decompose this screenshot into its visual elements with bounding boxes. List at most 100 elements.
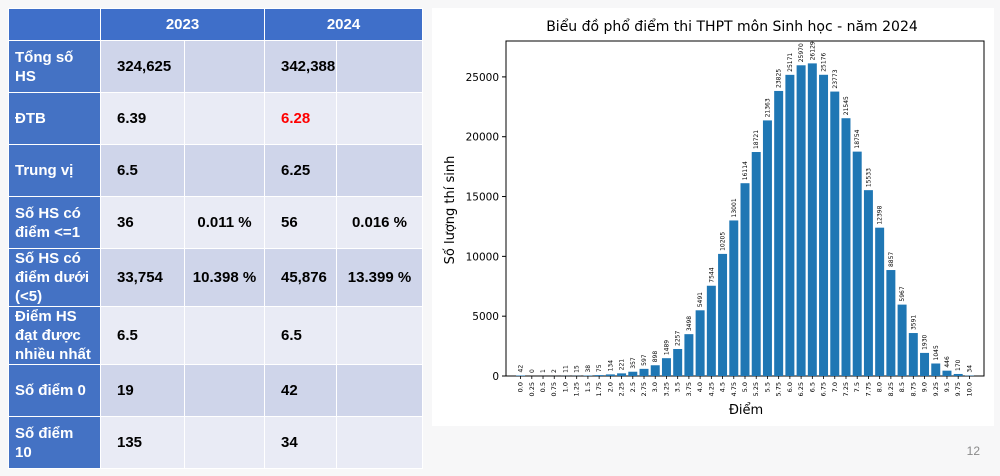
x-tick-label: 3.0 bbox=[651, 382, 659, 392]
table-row: Số điểm 10 135 34 bbox=[8, 416, 423, 469]
x-tick-label: 3.75 bbox=[685, 382, 693, 396]
x-tick-label: 4.25 bbox=[707, 382, 715, 396]
x-tick-label: 0.25 bbox=[528, 382, 536, 396]
row-label: Số HS có điểm dưới (<5) bbox=[8, 248, 101, 307]
row-label: Số điểm 0 bbox=[8, 364, 101, 417]
plot-area: 0 5000 10000 15000 20000 25000 42 0.0 0 0.25 1 0.5 2… bbox=[466, 40, 985, 396]
value-2023: 36 bbox=[100, 196, 185, 249]
x-tick-label: 5.5 bbox=[763, 382, 771, 392]
x-tick-label: 1.75 bbox=[595, 382, 603, 396]
percent-2024: 13.399 % bbox=[336, 248, 423, 307]
score-statistics-table: 2023 2024 Tổng số HS 324,625 342,388 ĐTB… bbox=[8, 8, 423, 469]
x-tick-label: 7.75 bbox=[864, 382, 872, 396]
bar-value-label: 5491 bbox=[697, 292, 704, 307]
bar bbox=[796, 65, 806, 376]
bar bbox=[875, 227, 885, 376]
table-row: Điểm HS đạt được nhiều nhất 6.5 6.5 bbox=[8, 306, 423, 365]
x-tick-label: 9.0 bbox=[921, 382, 929, 392]
bar-value-label: 18721 bbox=[753, 130, 760, 149]
table-row: Số HS có điểm dưới (<5) 33,754 10.398 % … bbox=[8, 248, 423, 307]
bar-value-label: 134 bbox=[607, 360, 614, 372]
bar bbox=[774, 90, 784, 376]
bar bbox=[650, 365, 660, 376]
bar-value-label: 357 bbox=[630, 357, 637, 369]
bar-value-label: 16114 bbox=[742, 161, 749, 180]
bar bbox=[762, 120, 772, 376]
bar bbox=[706, 285, 716, 376]
value-2024: 45,876 bbox=[264, 248, 337, 307]
value-2024: 342,388 bbox=[264, 40, 337, 93]
value-2023: 33,754 bbox=[100, 248, 185, 307]
x-tick-label: 6.25 bbox=[797, 382, 805, 396]
x-tick-label: 6.0 bbox=[786, 382, 794, 392]
table-row: Tổng số HS 324,625 342,388 bbox=[8, 40, 423, 93]
percent-2023 bbox=[184, 92, 265, 145]
bar-value-label: 23773 bbox=[832, 69, 839, 88]
row-label: Trung vị bbox=[8, 144, 101, 197]
x-tick-label: 10.0 bbox=[965, 382, 973, 396]
percent-2024 bbox=[336, 364, 423, 417]
value-2024: 34 bbox=[264, 416, 337, 469]
header-year-2024: 2024 bbox=[264, 8, 423, 41]
value-2023: 6.5 bbox=[100, 306, 185, 365]
x-tick-label: 7.5 bbox=[853, 382, 861, 392]
y-axis-label: Số lượng thí sinh bbox=[443, 156, 458, 265]
percent-2023 bbox=[184, 416, 265, 469]
bar-value-label: 170 bbox=[955, 359, 962, 371]
bar bbox=[953, 373, 963, 376]
percent-2023 bbox=[184, 144, 265, 197]
bar-value-label: 1045 bbox=[933, 345, 940, 360]
bar-value-label: 10205 bbox=[720, 232, 727, 251]
x-tick-label: 2.75 bbox=[640, 382, 648, 396]
x-tick-label: 6.75 bbox=[820, 382, 828, 396]
bar-value-label: 1930 bbox=[922, 334, 929, 349]
bar-value-label: 13001 bbox=[731, 198, 738, 217]
score-distribution-chart: Biểu đồ phổ điểm thi THPT môn Sinh học -… bbox=[443, 18, 985, 418]
x-tick-label: 8.25 bbox=[887, 382, 895, 396]
chart-panel: Biểu đồ phổ điểm thi THPT môn Sinh học -… bbox=[432, 8, 994, 426]
x-tick-label: 8.0 bbox=[876, 382, 884, 392]
x-tick-label: 5.0 bbox=[741, 382, 749, 392]
bar-value-label: 3591 bbox=[910, 315, 917, 330]
x-tick-label: 2.0 bbox=[606, 382, 614, 392]
bar bbox=[684, 334, 694, 376]
x-tick-label: 0.0 bbox=[517, 382, 525, 392]
x-tick-label: 5.25 bbox=[752, 382, 760, 396]
bar bbox=[942, 370, 952, 376]
percent-2024 bbox=[336, 92, 423, 145]
percent-2024: 0.016 % bbox=[336, 196, 423, 249]
value-2024: 6.5 bbox=[264, 306, 337, 365]
x-tick-label: 1.5 bbox=[584, 382, 592, 392]
bar-value-label: 2257 bbox=[675, 331, 682, 346]
bar bbox=[807, 63, 817, 376]
x-tick-label: 2.25 bbox=[618, 382, 626, 396]
x-tick-label: 4.0 bbox=[696, 382, 704, 392]
row-label: Tổng số HS bbox=[8, 40, 101, 93]
x-tick-label: 4.75 bbox=[730, 382, 738, 396]
x-tick-label: 7.0 bbox=[831, 382, 839, 392]
row-label: Số điểm 10 bbox=[8, 416, 101, 469]
bar-value-label: 15 bbox=[574, 365, 581, 373]
bar bbox=[863, 190, 873, 376]
bar-value-label: 26129 bbox=[809, 41, 816, 60]
value-2024: 56 bbox=[264, 196, 337, 249]
y-tick-label: 15000 bbox=[466, 192, 499, 204]
x-tick-label: 7.25 bbox=[842, 382, 850, 396]
x-axis-label: Điểm bbox=[729, 403, 763, 418]
table-row: ĐTB 6.39 6.28 bbox=[8, 92, 423, 145]
bar-value-label: 75 bbox=[596, 364, 603, 372]
bar-value-label: 21545 bbox=[843, 96, 850, 115]
x-tick-label: 9.75 bbox=[954, 382, 962, 396]
row-label: ĐTB bbox=[8, 92, 101, 145]
bar bbox=[785, 74, 795, 377]
bar-value-label: 34 bbox=[966, 365, 973, 373]
y-tick-label: 10000 bbox=[466, 251, 499, 263]
x-tick-label: 1.0 bbox=[561, 382, 569, 392]
value-2024: 6.25 bbox=[264, 144, 337, 197]
y-tick-label: 20000 bbox=[466, 132, 499, 144]
header-corner bbox=[8, 8, 101, 41]
value-2023: 19 bbox=[100, 364, 185, 417]
x-tick-label: 1.25 bbox=[573, 382, 581, 396]
bar bbox=[920, 352, 930, 376]
bar-value-label: 25176 bbox=[821, 53, 828, 72]
